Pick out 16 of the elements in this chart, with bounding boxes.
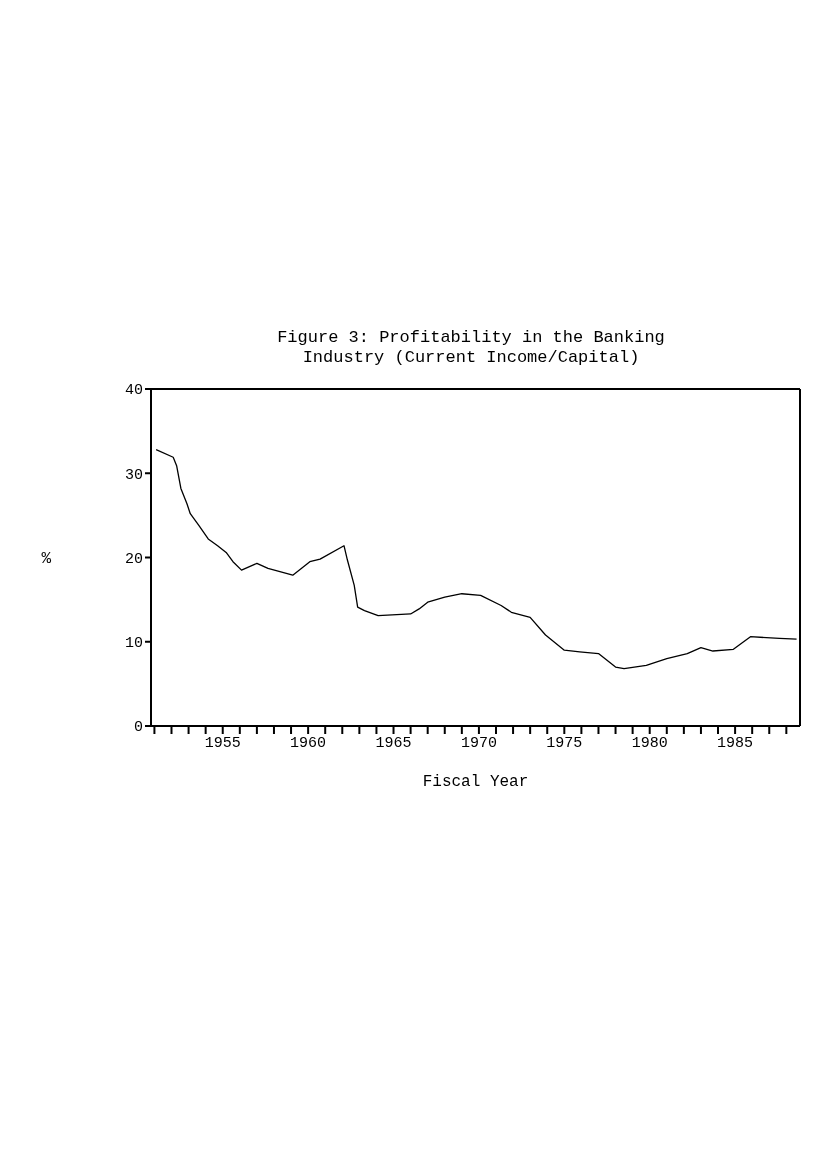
- x-tick-label: 1980: [631, 734, 668, 752]
- x-tick-label: 1965: [375, 734, 412, 752]
- x-tick-label: 1960: [290, 734, 327, 752]
- x-tick-label: 1975: [546, 734, 583, 752]
- x-tick-label: 1985: [717, 734, 754, 752]
- line-series: [155, 449, 798, 670]
- y-tick-label: 10: [124, 635, 143, 653]
- y-axis-title: %: [41, 550, 52, 569]
- y-tick-label: 40: [124, 382, 143, 400]
- y-tick-label: 20: [124, 550, 143, 568]
- chart-title: Figure 3: Profitability in the Banking Industry (Current Income/Capital): [276, 328, 666, 368]
- x-axis-title: Fiscal Year: [422, 773, 529, 791]
- y-tick-label: 30: [124, 466, 143, 484]
- y-tick-label: 0: [133, 719, 143, 737]
- x-tick-label: 1970: [460, 734, 497, 752]
- x-tick-label: 1955: [204, 734, 241, 752]
